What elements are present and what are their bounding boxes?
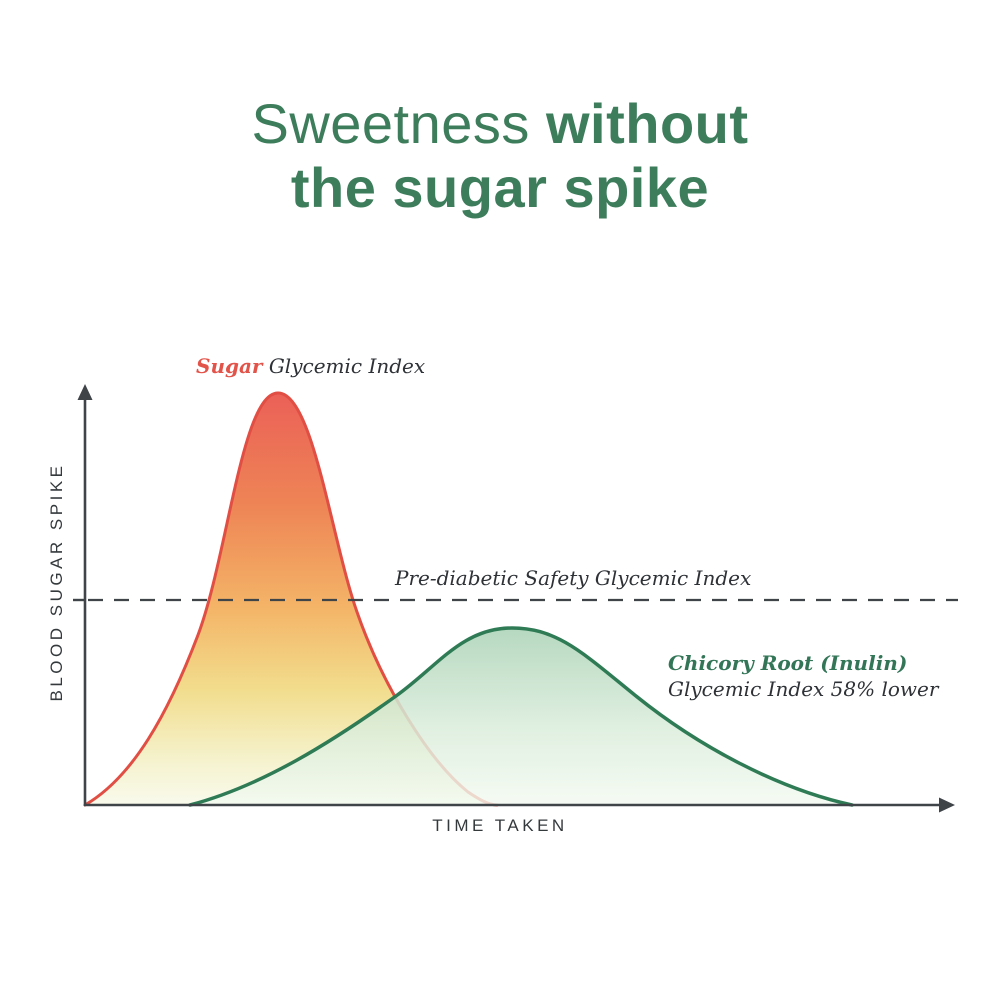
x-axis-title: TIME TAKEN xyxy=(432,816,568,835)
chicory-curve-area xyxy=(190,628,852,805)
y-axis-arrow-icon xyxy=(77,384,93,400)
chicory-curve-label: Chicory Root (Inulin) Glycemic Index 58%… xyxy=(668,650,938,702)
sugar-curve-label-rest: Glycemic Index xyxy=(262,354,426,378)
title-line1: Sweetness without xyxy=(0,92,1000,156)
y-axis-title: BLOOD SUGAR SPIKE xyxy=(47,462,66,702)
title-line1-bold: without xyxy=(545,92,749,155)
safety-threshold-label: Pre-diabetic Safety Glycemic Index xyxy=(395,566,752,590)
sugar-curve-label-highlight: Sugar xyxy=(196,354,263,378)
page-title: Sweetness without the sugar spike xyxy=(0,92,1000,220)
title-line1-regular: Sweetness xyxy=(251,92,546,155)
chicory-curve-label-line1: Chicory Root (Inulin) xyxy=(668,651,908,675)
title-line2: the sugar spike xyxy=(290,156,710,219)
sugar-curve-label: Sugar Glycemic Index xyxy=(196,354,425,378)
chicory-curve-line xyxy=(188,626,854,807)
x-axis-arrow-icon xyxy=(939,797,955,813)
chicory-curve-label-line2: Glycemic Index 58% lower xyxy=(668,677,939,701)
